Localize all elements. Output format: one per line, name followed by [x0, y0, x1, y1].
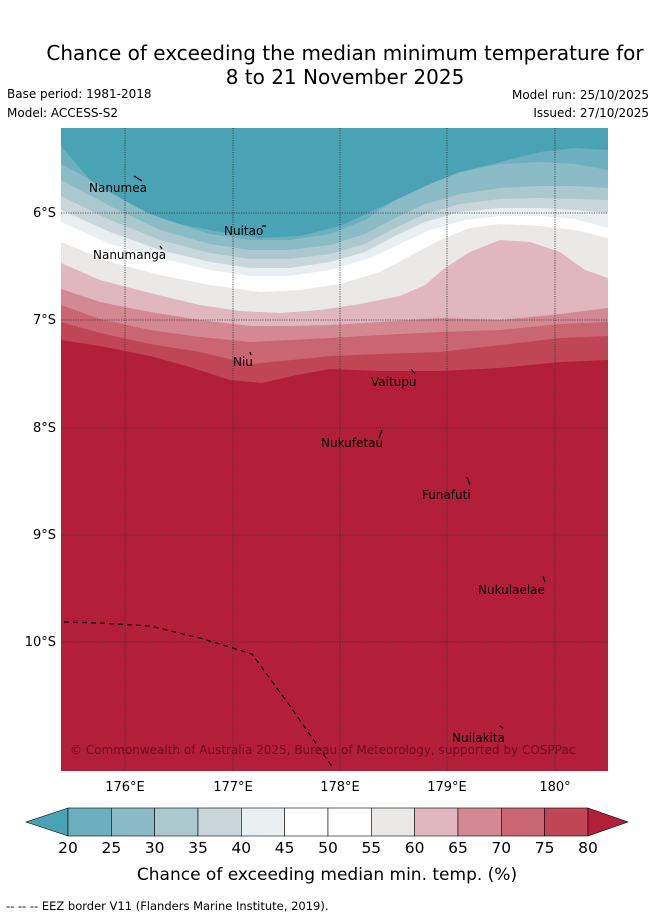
chart-title-line-1: Chance of exceeding the median minimum t…	[46, 41, 644, 65]
eez-legend-note: -- -- -- EEZ border V11 (Flanders Marine…	[6, 899, 329, 913]
colorbar-swatch-20-25	[67, 807, 112, 837]
place-label-funafuti: Funafuti	[422, 488, 471, 502]
place-label-nukulaelae: Nukulaelae	[478, 583, 545, 597]
eez-border	[63, 621, 334, 769]
colorbar-tick-40: 40	[231, 839, 251, 857]
colorbar-tick-80: 80	[578, 839, 598, 857]
colorbar-tick-25: 25	[101, 839, 121, 857]
colorbar-tick-60: 60	[405, 839, 425, 857]
copyright-notice: © Commonwealth of Australia 2025, Bureau…	[70, 743, 575, 757]
colorbar-tick-50: 50	[318, 839, 338, 857]
colorbar-tick-55: 55	[361, 839, 381, 857]
place-label-nuitao: Nuitao	[224, 224, 263, 238]
lat-label-9s: 9°S	[33, 528, 56, 543]
lat-label-8s: 8°S	[33, 421, 56, 436]
colorbar-swatch-35-40	[197, 807, 242, 837]
colorbar-tick-30: 30	[145, 839, 165, 857]
place-label-niu: Niu	[233, 355, 253, 369]
colorbar-tick-70: 70	[491, 839, 511, 857]
colorbar-tick-75: 75	[535, 839, 555, 857]
colorbar-swatch-30-35	[154, 807, 199, 837]
chart-title-line-2: 8 to 21 November 2025	[225, 65, 465, 89]
band-below-20	[61, 128, 608, 238]
forecast-map: © Commonwealth of Australia 2025, Bureau…	[25, 128, 608, 795]
colorbar-tick-35: 35	[188, 839, 208, 857]
colorbar-swatch-65-70	[457, 807, 502, 837]
colorbar-swatch-below-20	[25, 807, 69, 837]
lat-label-7s: 7°S	[33, 313, 56, 328]
island-marks	[133, 175, 546, 729]
colorbar-swatch-55-60	[371, 807, 415, 837]
lon-label-178: 178°E	[320, 780, 360, 795]
lon-label-177: 177°E	[213, 780, 253, 795]
colorbar-swatch-60-65	[414, 807, 459, 837]
lon-label-176: 176°E	[105, 780, 145, 795]
colorbar-tick-20: 20	[58, 839, 78, 857]
colorbar-tick-45: 45	[275, 839, 295, 857]
colorbar-swatch-40-45	[241, 807, 285, 837]
colorbar-label: Chance of exceeding median min. temp. (%…	[137, 865, 517, 885]
model-name: Model: ACCESS-S2	[7, 106, 119, 120]
colorbar-swatch-75-80	[544, 807, 589, 837]
colorbar-swatch-45-50	[284, 807, 329, 837]
map-grid	[61, 128, 608, 771]
base-period: Base period: 1981-2018	[7, 87, 152, 101]
lat-label-10s: 10°S	[25, 635, 56, 650]
colorbar-swatch-50-55	[327, 807, 372, 837]
lat-label-6s: 6°S	[33, 206, 56, 221]
place-label-nukufetau: Nukufetau	[321, 436, 383, 450]
issued-date: Issued: 27/10/2025	[533, 106, 649, 120]
lon-label-180: 180°	[539, 780, 570, 795]
colorbar-swatch-above-80	[587, 807, 629, 837]
place-label-nanumanga: Nanumanga	[93, 248, 166, 262]
colorbar-swatch-25-30	[111, 807, 155, 837]
colorbar-swatch-70-75	[500, 807, 545, 837]
colorbar: 20 25 30 35 40 45 50 55 60 65 70 75 80 Chance of exc…	[25, 807, 629, 885]
lon-label-179: 179°E	[427, 780, 467, 795]
band-60-65-blob	[475, 257, 560, 310]
place-label-nuilakita: Nuilakita	[452, 731, 505, 745]
place-label-vaitupu: Vaitupu	[371, 375, 417, 389]
model-run: Model run: 25/10/2025	[511, 88, 649, 102]
colorbar-tick-65: 65	[448, 839, 468, 857]
place-label-nanumea: Nanumea	[89, 181, 147, 195]
